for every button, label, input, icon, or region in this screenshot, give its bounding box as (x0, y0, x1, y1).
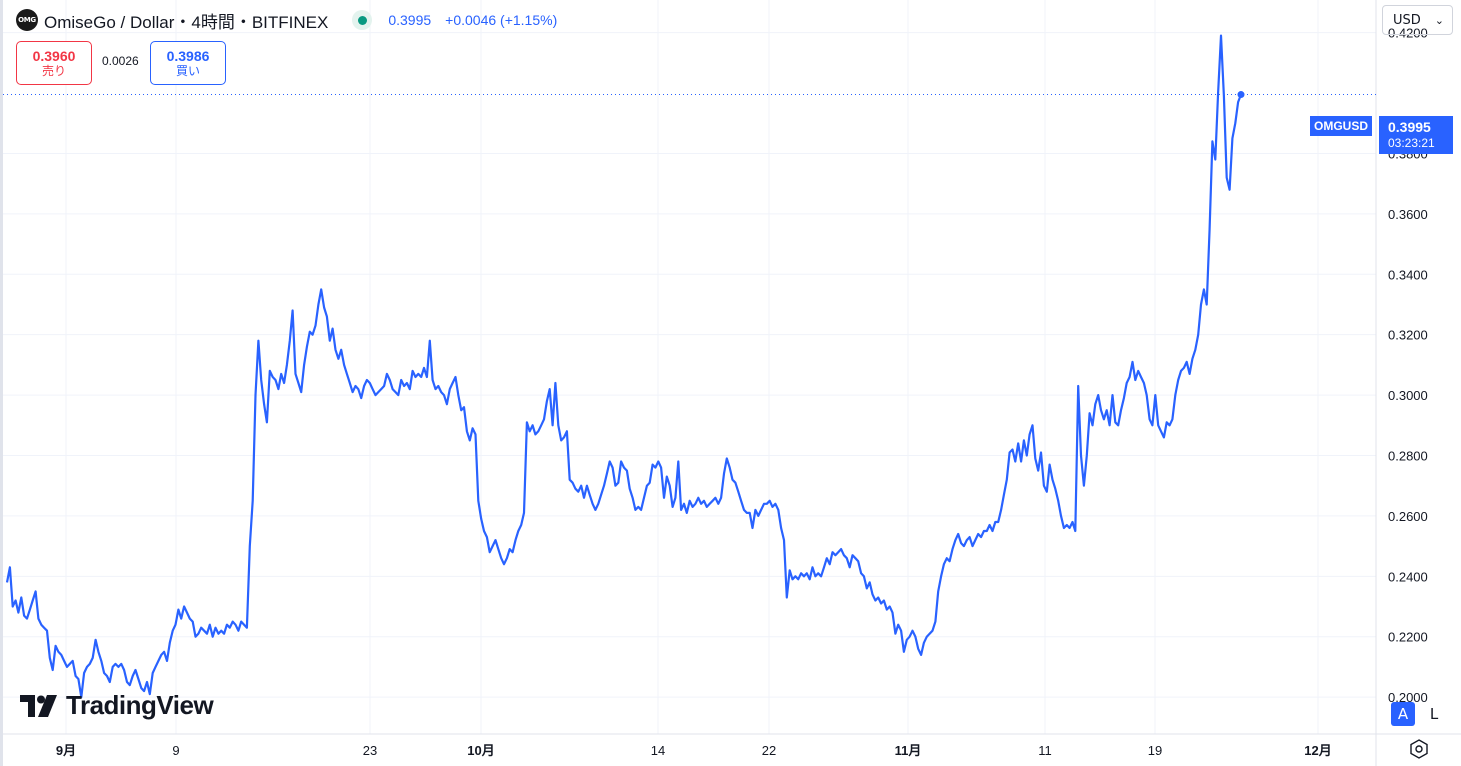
sell-button[interactable]: 0.3960 売り (16, 41, 92, 85)
grid (3, 0, 1376, 734)
series-line-omgusd (5, 34, 1243, 699)
x-tick-label: 22 (762, 743, 776, 758)
bar-countdown: 03:23:21 (1388, 136, 1435, 150)
buy-label: 買い (175, 63, 200, 78)
price-axis[interactable]: 0.42000.38000.36000.34000.32000.30000.28… (1388, 26, 1428, 706)
left-edge (0, 0, 3, 766)
buy-button[interactable]: 0.3986 買い (150, 41, 226, 85)
y-tick-label: 0.2600 (1388, 509, 1428, 524)
settings-icon[interactable] (1408, 738, 1430, 760)
tradingview-watermark[interactable]: TradingView (20, 690, 214, 721)
x-tick-label: 23 (363, 743, 377, 758)
y-tick-label: 0.3200 (1388, 328, 1428, 343)
x-tick-label: 12月 (1304, 743, 1331, 758)
buy-price: 0.3986 (166, 47, 210, 64)
sell-label: 売り (41, 63, 66, 78)
symbol-title[interactable]: OmiseGo / Dollar・4時間・BITFINEX (44, 12, 329, 32)
tradingview-wordmark: TradingView (66, 690, 214, 720)
last-price-tag: 0.3995 03:23:21 (1379, 116, 1453, 154)
chevron-down-icon: ⌄ (1434, 13, 1444, 27)
header-change: +0.0046 (+1.15%) (445, 12, 558, 28)
auto-scale-button[interactable]: A (1391, 702, 1415, 726)
symbol-header: OMG OmiseGo / Dollar・4時間・BITFINEX 0.3995… (16, 8, 557, 32)
y-tick-label: 0.3600 (1388, 207, 1428, 222)
x-tick-label: 10月 (467, 743, 494, 758)
header-last-price: 0.3995 (388, 12, 432, 28)
x-tick-label: 9 (172, 743, 179, 758)
y-tick-label: 0.2400 (1388, 569, 1428, 584)
tradingview-logo-icon (20, 694, 57, 717)
log-scale-button[interactable]: L (1429, 705, 1439, 723)
last-price-value: 0.3995 (1388, 119, 1431, 135)
x-tick-label: 14 (651, 743, 665, 758)
x-tick-label: 11月 (895, 743, 922, 758)
y-tick-label: 0.2800 (1388, 449, 1428, 464)
currency-value: USD (1393, 12, 1421, 28)
y-tick-label: 0.2000 (1388, 690, 1428, 705)
y-tick-label: 0.3000 (1388, 388, 1428, 403)
y-tick-label: 0.3400 (1388, 267, 1428, 282)
x-tick-label: 19 (1148, 743, 1162, 758)
time-axis[interactable]: 9月 9 23 10月 14 22 11月 11 19 12月 (56, 743, 1332, 758)
currency-select[interactable]: USD ⌄ (1382, 5, 1453, 35)
y-tick-label: 0.4200 (1388, 26, 1428, 41)
symbol-price-tag: OMGUSD (1310, 116, 1372, 136)
spread-value: 0.0026 (102, 54, 139, 68)
y-tick-label: 0.2200 (1388, 630, 1428, 645)
last-price-dot (1237, 91, 1245, 99)
market-status-icon[interactable] (352, 10, 373, 30)
x-tick-label: 9月 (56, 743, 76, 758)
status-dot (357, 15, 367, 25)
x-tick-label: 11 (1038, 743, 1052, 758)
omg-logo-icon: OMG (16, 9, 38, 31)
sell-price: 0.3960 (32, 47, 76, 64)
